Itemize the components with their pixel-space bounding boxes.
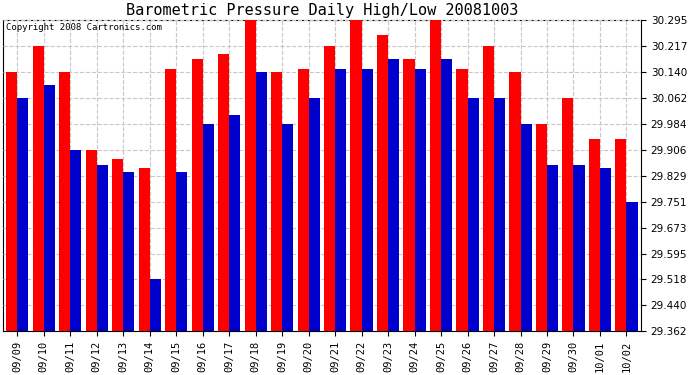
- Bar: [218, 54, 229, 331]
- Title: Barometric Pressure Daily High/Low 20081003: Barometric Pressure Daily High/Low 20081…: [126, 3, 518, 18]
- Bar: [308, 98, 319, 331]
- Bar: [536, 124, 547, 331]
- Bar: [388, 58, 400, 331]
- Bar: [271, 72, 282, 331]
- Bar: [404, 58, 415, 331]
- Bar: [59, 72, 70, 331]
- Bar: [509, 72, 520, 331]
- Bar: [573, 165, 584, 331]
- Bar: [430, 20, 441, 331]
- Bar: [203, 124, 214, 331]
- Bar: [415, 69, 426, 331]
- Bar: [97, 165, 108, 331]
- Bar: [70, 150, 81, 331]
- Bar: [377, 35, 388, 331]
- Bar: [324, 46, 335, 331]
- Bar: [229, 115, 240, 331]
- Bar: [441, 58, 452, 331]
- Bar: [589, 139, 600, 331]
- Bar: [362, 69, 373, 331]
- Bar: [44, 86, 55, 331]
- Bar: [547, 165, 558, 331]
- Bar: [351, 20, 362, 331]
- Bar: [32, 46, 44, 331]
- Bar: [562, 98, 573, 331]
- Bar: [282, 124, 293, 331]
- Text: Copyright 2008 Cartronics.com: Copyright 2008 Cartronics.com: [6, 24, 162, 33]
- Bar: [600, 168, 611, 331]
- Bar: [165, 69, 176, 331]
- Bar: [456, 69, 468, 331]
- Bar: [244, 20, 256, 331]
- Bar: [297, 69, 308, 331]
- Bar: [150, 279, 161, 331]
- Bar: [17, 98, 28, 331]
- Bar: [112, 159, 124, 331]
- Bar: [335, 69, 346, 331]
- Bar: [468, 98, 479, 331]
- Bar: [520, 124, 531, 331]
- Bar: [139, 168, 150, 331]
- Bar: [627, 202, 638, 331]
- Bar: [176, 172, 188, 331]
- Bar: [256, 72, 267, 331]
- Bar: [483, 46, 494, 331]
- Bar: [6, 72, 17, 331]
- Bar: [494, 98, 505, 331]
- Bar: [615, 139, 627, 331]
- Bar: [192, 58, 203, 331]
- Bar: [124, 172, 135, 331]
- Bar: [86, 150, 97, 331]
